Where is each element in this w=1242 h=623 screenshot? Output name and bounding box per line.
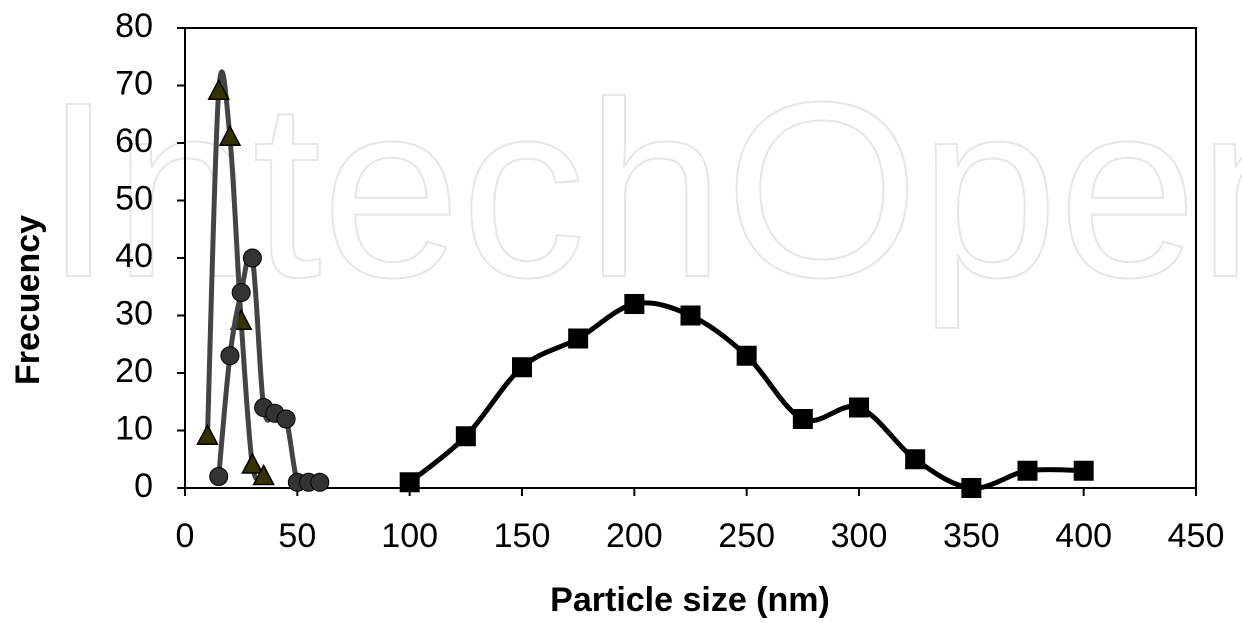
y-tick-label: 0 (134, 467, 153, 505)
square-marker (961, 478, 982, 498)
x-tick-label: 0 (176, 517, 195, 555)
triangle-marker (218, 124, 242, 146)
triangle-marker (207, 78, 230, 100)
x-tick-label: 250 (718, 517, 775, 555)
circle-marker (220, 346, 240, 366)
square-marker (849, 397, 869, 418)
x-tick-label: 100 (381, 517, 438, 555)
circle-marker (242, 248, 262, 268)
square-marker (792, 409, 813, 429)
x-tick-label: 150 (494, 517, 551, 555)
square-marker (736, 345, 757, 366)
triangle-marker (196, 423, 219, 445)
y-tick-label: 50 (115, 179, 153, 217)
square-marker (905, 449, 926, 470)
x-tick-label: 400 (1055, 517, 1112, 555)
square-marker (680, 305, 701, 326)
circle-marker (209, 467, 229, 486)
x-tick-label: 350 (943, 517, 1000, 555)
square-marker (1073, 460, 1094, 481)
square-marker (624, 294, 645, 314)
y-tick-label: 70 (115, 64, 153, 102)
x-tick-label: 300 (831, 517, 888, 555)
x-tick-label: 50 (278, 517, 316, 555)
square-marker (399, 472, 420, 493)
square-marker (1017, 460, 1038, 481)
y-tick-label: 20 (115, 352, 153, 390)
series-line (204, 69, 267, 483)
circle-marker (310, 472, 330, 492)
x-tick-label: 450 (1168, 517, 1225, 555)
series-line (408, 300, 1084, 491)
square-marker (568, 328, 589, 349)
y-tick-label: 40 (115, 237, 153, 275)
circle-marker (276, 409, 296, 429)
y-tick-label: 30 (115, 294, 153, 332)
square-marker (512, 357, 532, 378)
x-tick-label: 200 (606, 517, 663, 555)
square-marker (455, 426, 476, 447)
x-axis-title: Particle size (nm) (550, 581, 830, 619)
triangle-marker (252, 463, 275, 486)
triangle-marker (241, 452, 264, 474)
y-tick-label: 10 (115, 409, 153, 447)
y-axis-title: Frecuency (9, 215, 47, 385)
y-tick-label: 80 (115, 7, 153, 45)
circle-marker (231, 283, 251, 302)
y-tick-label: 60 (115, 122, 153, 160)
